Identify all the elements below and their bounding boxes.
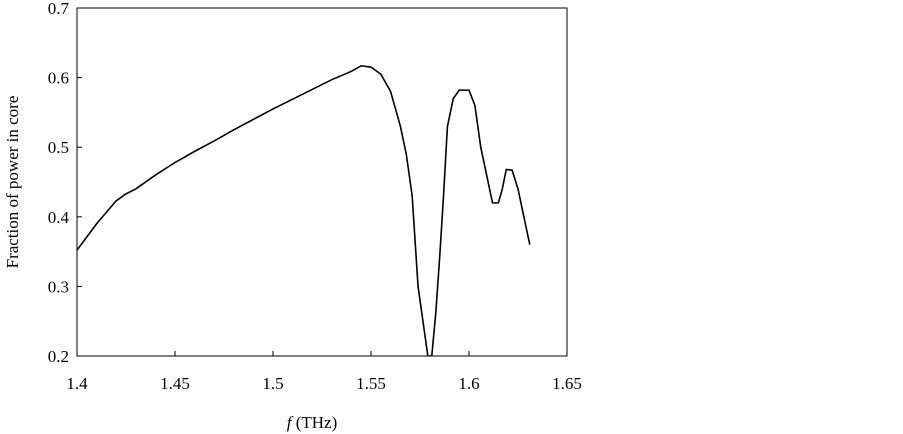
y-tick-label: 0.7 — [48, 0, 70, 18]
y-tick-label: 0.2 — [48, 347, 69, 366]
y-axis-label: Fraction of power in core — [3, 96, 22, 269]
y-tick-label: 0.6 — [48, 69, 69, 88]
x-axis-unit: (THz) — [296, 413, 338, 432]
x-tick-label: 1.55 — [356, 374, 386, 393]
y-tick-label: 0.4 — [48, 208, 70, 227]
x-axis-label: f (THz) — [287, 413, 338, 432]
plot-frame — [76, 7, 568, 357]
x-tick-label: 1.4 — [66, 374, 88, 393]
data-line — [77, 64, 531, 356]
y-tick-label: 0.5 — [48, 138, 69, 157]
x-tick-label: 1.5 — [262, 374, 283, 393]
x-tick-label: 1.65 — [552, 374, 582, 393]
x-axis-symbol: f — [287, 413, 294, 432]
x-tick-label: 1.6 — [458, 374, 479, 393]
y-tick-label: 0.3 — [48, 277, 69, 296]
x-tick-label: 1.45 — [160, 374, 190, 393]
